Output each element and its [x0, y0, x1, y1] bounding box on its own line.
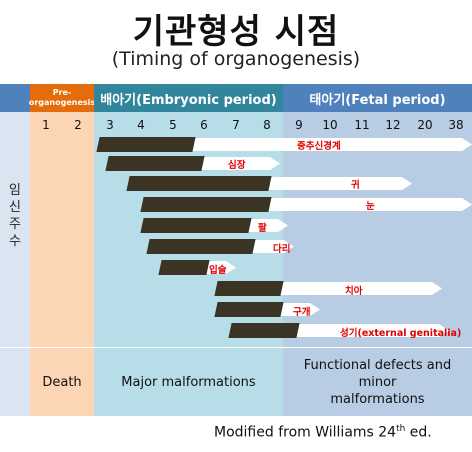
fetal-period-header: 태아기(Fetal period)	[283, 84, 472, 112]
outcome-major-malformations: Major malformations	[121, 374, 256, 390]
genitalia-arrow	[285, 324, 449, 337]
week-4: 4	[137, 118, 145, 132]
week-20: 20	[417, 118, 433, 132]
week-6: 6	[200, 118, 208, 132]
header-left-blank	[0, 84, 30, 112]
arm-label: 팔	[258, 223, 267, 234]
leg-label: 다리	[273, 244, 291, 255]
week-8: 8	[263, 118, 271, 132]
palate-label: 구개	[293, 307, 311, 318]
eye-label: 눈	[366, 201, 375, 212]
eye-arrow	[255, 198, 472, 211]
week-10: 10	[322, 118, 338, 132]
week-7: 7	[232, 118, 240, 132]
ear-label: 귀	[351, 180, 360, 191]
lip-bar	[158, 260, 210, 275]
lip-label: 입술	[209, 265, 227, 276]
week-5: 5	[169, 118, 177, 132]
heart-bar	[105, 156, 205, 171]
teeth-label: 치아	[345, 286, 363, 297]
ear-bar	[126, 176, 272, 191]
teeth-bar	[214, 281, 284, 296]
heart-arrow	[190, 157, 280, 170]
arm-bar	[140, 218, 252, 233]
week-3: 3	[106, 118, 114, 132]
teeth-arrow	[268, 282, 442, 295]
cns-bar	[96, 137, 196, 152]
credit-main: Modified from Williams 24	[214, 424, 397, 441]
source-credit: Modified from Williams 24th ed.	[214, 424, 432, 441]
outcome-row-side	[0, 348, 30, 416]
outcome-divider	[0, 347, 472, 348]
week-2: 2	[74, 118, 82, 132]
credit-tail: ed.	[405, 424, 432, 441]
leg-bar	[146, 239, 256, 254]
credit-sup: th	[396, 424, 406, 434]
page-subtitle: (Timing of organogenesis)	[111, 48, 361, 70]
pre-organogenesis-column	[30, 112, 94, 416]
ear-arrow	[255, 177, 412, 190]
page-title: 기관형성 시점	[132, 12, 340, 52]
heart-label: 심장	[228, 160, 246, 171]
side-label: 임 신 주 수	[9, 183, 21, 249]
embryonic-period-header: 배아기(Embryonic period)	[94, 84, 283, 112]
fetal-column	[283, 112, 472, 416]
week-1: 1	[42, 118, 50, 132]
outcome-functional-defects: Functional defects and minor malformatio…	[303, 357, 452, 407]
genitalia-label: 성기(external genitalia)	[340, 328, 462, 339]
palate-bar	[214, 302, 284, 317]
eye-bar	[140, 197, 272, 212]
outcome-death: Death	[42, 374, 82, 390]
genitalia-bar	[228, 323, 300, 338]
week-11: 11	[354, 118, 370, 132]
side-column	[0, 112, 30, 348]
cns-arrow	[180, 138, 472, 151]
week-12: 12	[385, 118, 401, 132]
pre-organogenesis-header: Pre- organogenesis	[29, 84, 95, 112]
week-9: 9	[295, 118, 303, 132]
cns-label: 중추신경계	[297, 141, 341, 152]
week-38: 38	[448, 118, 464, 132]
